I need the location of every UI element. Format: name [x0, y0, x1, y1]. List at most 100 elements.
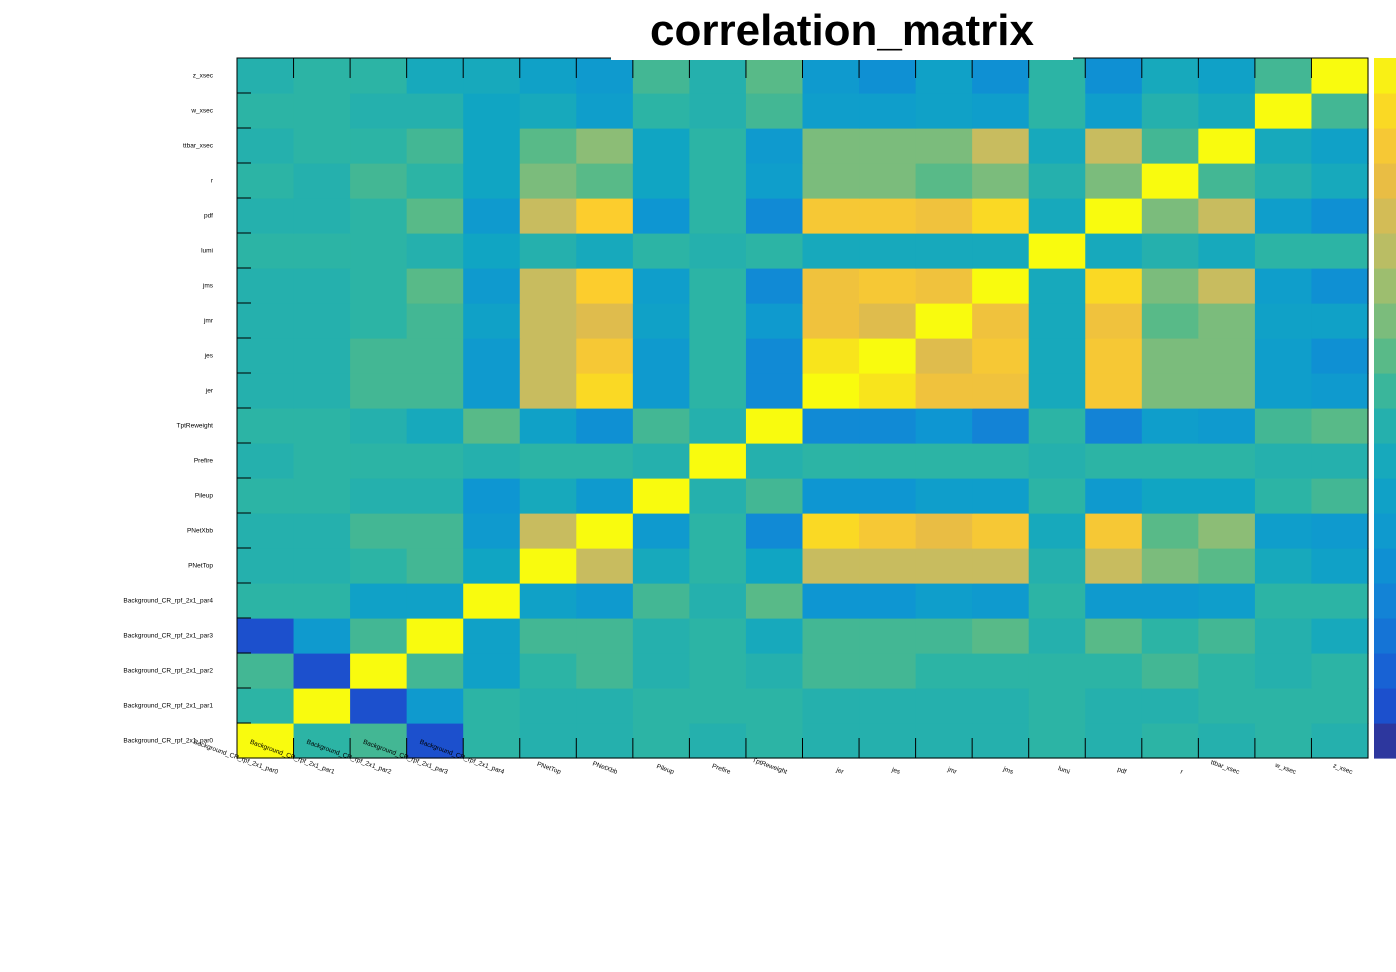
color-scale-step — [1374, 408, 1396, 444]
y-tick-label: PNetXbb — [187, 528, 213, 535]
heatmap-cell — [293, 338, 351, 374]
color-scale-step — [1374, 338, 1396, 374]
heatmap-cell — [293, 653, 351, 689]
heatmap-cell — [1198, 303, 1256, 339]
heatmap-cell — [1085, 408, 1143, 444]
x-tick-label: PNetTop — [536, 761, 562, 776]
heatmap-cell — [745, 198, 804, 234]
heatmap-cell — [1085, 548, 1143, 584]
heatmap-cell — [1085, 128, 1143, 164]
heatmap-cell — [1198, 268, 1256, 304]
heatmap-cell — [1028, 408, 1086, 444]
heatmap-cell — [632, 163, 690, 199]
heatmap-cell — [1141, 723, 1199, 759]
heatmap-cell — [689, 58, 747, 94]
heatmap-cell — [859, 233, 917, 269]
heatmap-cell — [859, 128, 917, 164]
heatmap-cell — [237, 198, 295, 234]
heatmap-cell — [915, 408, 973, 444]
heatmap-cell — [802, 198, 860, 234]
heatmap-cell — [237, 58, 295, 94]
heatmap-cell — [406, 233, 464, 269]
x-tick-label: jmr — [946, 766, 959, 776]
heatmap-cell — [1198, 478, 1256, 514]
heatmap-cell — [1085, 618, 1143, 654]
color-scale-bar — [1374, 58, 1396, 759]
heatmap-cell — [293, 408, 351, 444]
heatmap-cell — [1028, 233, 1086, 269]
heatmap-cell — [1198, 338, 1256, 374]
heatmap-cell — [689, 233, 747, 269]
heatmap-cell — [689, 163, 747, 199]
heatmap-cell — [293, 268, 351, 304]
heatmap-cell — [632, 268, 690, 304]
heatmap-cell — [1311, 233, 1369, 269]
heatmap-cell — [576, 338, 634, 374]
heatmap-cell — [745, 688, 804, 724]
heatmap-cell — [1254, 128, 1313, 164]
heatmap-cell — [632, 93, 690, 129]
heatmap-cell — [237, 408, 295, 444]
heatmap-cell — [237, 338, 295, 374]
heatmap-cell — [1141, 408, 1199, 444]
heatmap-cell — [293, 58, 351, 94]
heatmap-cell — [859, 338, 917, 374]
heatmap-cell — [1198, 373, 1256, 409]
heatmap-cell — [915, 233, 973, 269]
color-scale-step — [1374, 198, 1396, 234]
heatmap-cell — [576, 408, 634, 444]
heatmap-cell — [745, 163, 804, 199]
heatmap-cell — [632, 233, 690, 269]
heatmap-cell — [915, 618, 973, 654]
heatmap-cell — [802, 478, 860, 514]
heatmap-cell — [745, 268, 804, 304]
y-tick-label: jes — [204, 353, 214, 360]
heatmap-cell — [519, 513, 577, 549]
heatmap-cell — [1254, 478, 1313, 514]
heatmap-cell — [350, 688, 408, 724]
heatmap-cell — [1198, 723, 1256, 759]
heatmap-cell — [802, 163, 860, 199]
heatmap-cell — [1254, 93, 1313, 129]
heatmap-cell — [1085, 163, 1143, 199]
heatmap-cell — [576, 128, 634, 164]
heatmap-cell — [1028, 93, 1086, 129]
heatmap-cell — [972, 303, 1030, 339]
heatmap-cell — [406, 443, 464, 479]
heatmap-cell — [350, 723, 408, 759]
heatmap-cell — [859, 513, 917, 549]
x-tick-label: TptReweight — [751, 757, 788, 776]
heatmap-cell — [406, 408, 464, 444]
heatmap-cell — [1311, 723, 1369, 759]
heatmap-cell — [463, 303, 521, 339]
heatmap-cell — [406, 198, 464, 234]
heatmap-cell — [406, 618, 464, 654]
heatmap-cell — [463, 618, 521, 654]
heatmap-cell — [1254, 548, 1313, 584]
color-scale-step — [1374, 303, 1396, 339]
color-scale-step — [1374, 93, 1396, 129]
heatmap-cell — [1085, 373, 1143, 409]
heatmap-cell — [859, 723, 917, 759]
heatmap-cell — [1085, 583, 1143, 619]
heatmap-cell — [1254, 338, 1313, 374]
heatmap-cell — [1141, 338, 1199, 374]
heatmap-cell — [745, 513, 804, 549]
heatmap-cell — [237, 618, 295, 654]
heatmap-cell — [1198, 93, 1256, 129]
heatmap-cell — [745, 233, 804, 269]
heatmap-cell — [859, 198, 917, 234]
heatmap-cell — [1141, 513, 1199, 549]
heatmap-cell — [350, 373, 408, 409]
heatmap-cell — [576, 303, 634, 339]
heatmap-cell — [293, 198, 351, 234]
heatmap-cell — [915, 163, 973, 199]
heatmap-cell — [406, 513, 464, 549]
heatmap-cell — [576, 93, 634, 129]
heatmap-cell — [1198, 618, 1256, 654]
heatmap-cell — [972, 338, 1030, 374]
heatmap-cell — [1085, 653, 1143, 689]
heatmap-cell — [519, 128, 577, 164]
heatmap-cell — [576, 373, 634, 409]
